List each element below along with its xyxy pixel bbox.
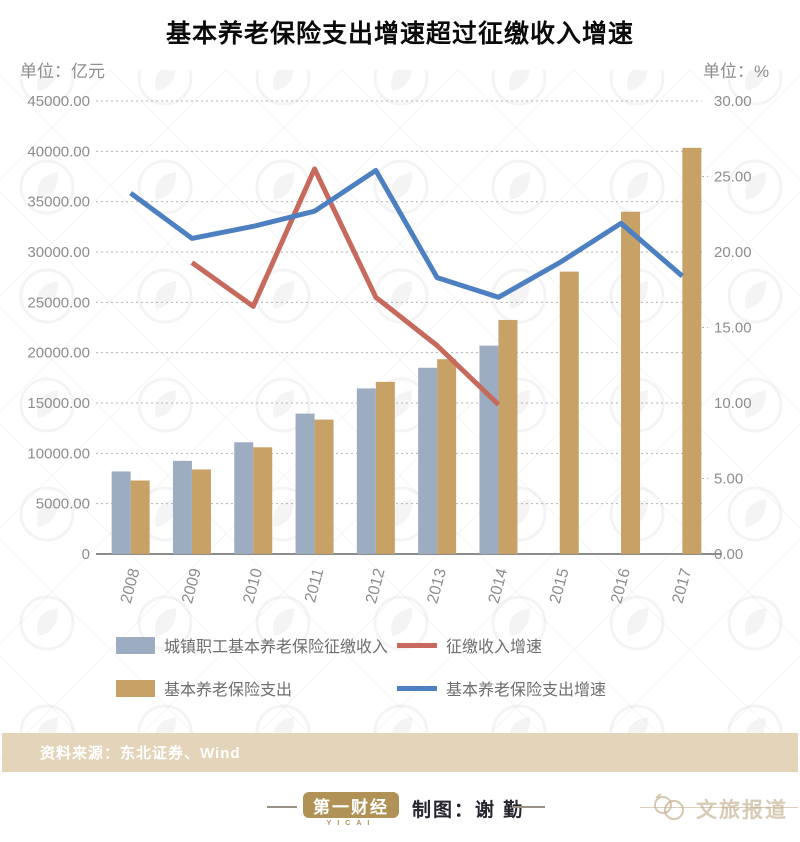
legend-label: 基本养老保险支出增速 (446, 682, 607, 699)
right-axis-unit-label: 单位：% (703, 62, 770, 81)
right-axis-tick: 15.00 (714, 320, 752, 337)
legend-item-income-bars: 城镇职工基本养老保险征缴收入 (116, 633, 388, 657)
income-bar-swatch (116, 636, 155, 654)
x-axis-label: 2008 (118, 567, 144, 606)
bars (111, 147, 702, 554)
bar-expenditure-2013 (437, 359, 457, 554)
combo-chart: 45000.00 40000.00 35000.00 30000.00 25000.00… (27, 93, 751, 606)
bar-income-2014 (479, 345, 499, 554)
bar-expenditure-2009 (191, 469, 211, 554)
right-axis-tick: 25.00 (714, 169, 752, 186)
legend-item-expenditure-bars: 基本养老保险支出 (116, 676, 292, 700)
left-axis-tick: 40000.00 (27, 143, 90, 160)
bar-expenditure-2014 (498, 319, 518, 554)
source-text: 资料来源：东北证券、Wind (40, 745, 241, 762)
right-axis-tick: 20.00 (714, 244, 752, 261)
legend-label: 征缴收入增速 (446, 639, 543, 656)
right-axis-tick: 10.00 (714, 395, 752, 412)
divider-line (267, 806, 297, 808)
left-axis-tick: 25000.00 (27, 294, 90, 311)
right-axis-tick: 0.00 (714, 546, 743, 563)
expenditure-growth-line-swatch (397, 685, 437, 691)
divider-line (512, 806, 545, 808)
left-axis-tick: 5000.00 (36, 496, 90, 513)
left-axis-tick: 45000.00 (27, 93, 90, 110)
bar-income-2010 (234, 442, 254, 554)
watermark-text: 文旅报道 (696, 799, 788, 822)
bar-expenditure-2012 (375, 381, 395, 554)
bar-income-2013 (418, 367, 438, 554)
x-axis-label: 2014 (486, 567, 512, 606)
left-axis-tick: 20000.00 (27, 345, 90, 362)
left-axis-tick: 35000.00 (27, 194, 90, 211)
left-axis-unit-label: 单位：亿元 (20, 62, 105, 81)
expenditure-bar-swatch (116, 679, 155, 697)
bar-expenditure-2010 (253, 447, 273, 554)
bar-expenditure-2008 (130, 480, 150, 554)
bar-expenditure-2011 (314, 419, 334, 554)
source-band: 资料来源：东北证券、Wind (2, 733, 798, 772)
x-axis-label: 2015 (547, 567, 573, 606)
gridlines-and-ticks: 45000.00 40000.00 35000.00 30000.00 25000.00… (27, 93, 751, 563)
yicai-logo: 第一财经 (303, 792, 399, 818)
bar-income-2009 (172, 460, 192, 554)
bar-expenditure-2015 (559, 271, 579, 554)
legend-label: 基本养老保险支出 (164, 682, 293, 699)
watermark-line (640, 807, 798, 808)
left-axis-tick: 10000.00 (27, 445, 90, 462)
x-axis-label: 2012 (363, 567, 389, 606)
megaphone-icon (652, 792, 690, 827)
x-axis-labels: 2008 2009 2010 2011 2012 2013 2014 2015 2016 2017 (118, 567, 695, 606)
bar-income-2008 (111, 471, 131, 554)
left-axis-tick: 0 (82, 546, 90, 563)
x-axis-label: 2016 (608, 567, 634, 606)
legend-item-income-growth-line: 征缴收入增速 (397, 633, 542, 657)
legend-item-expenditure-growth-line: 基本养老保险支出增速 (397, 676, 606, 700)
bar-expenditure-2016 (621, 211, 641, 554)
expenditure-growth-line (129, 167, 684, 300)
income-growth-line-swatch (397, 642, 437, 648)
lines (129, 166, 684, 407)
page-title: 基本养老保险支出增速超过征缴收入增速 (165, 20, 634, 48)
bar-expenditure-2017 (682, 147, 702, 554)
left-axis-tick: 15000.00 (27, 395, 90, 412)
right-axis-tick: 30.00 (714, 93, 752, 110)
bar-income-2012 (356, 388, 376, 554)
right-axis-tick: 5.00 (714, 471, 743, 488)
x-axis-label: 2011 (302, 567, 327, 605)
bar-income-2011 (295, 413, 315, 554)
x-axis-label: 2010 (240, 567, 266, 606)
x-axis-label: 2013 (424, 567, 450, 606)
legend-label: 城镇职工基本养老保险征缴收入 (164, 639, 389, 656)
income-growth-line (190, 166, 501, 407)
credit-text: 制图：谢 勤 (412, 800, 525, 821)
x-axis-label: 2009 (179, 567, 205, 606)
left-axis-tick: 30000.00 (27, 244, 90, 261)
yicai-logo-subtext: YICAI (326, 820, 376, 827)
x-axis-label: 2017 (670, 567, 696, 606)
